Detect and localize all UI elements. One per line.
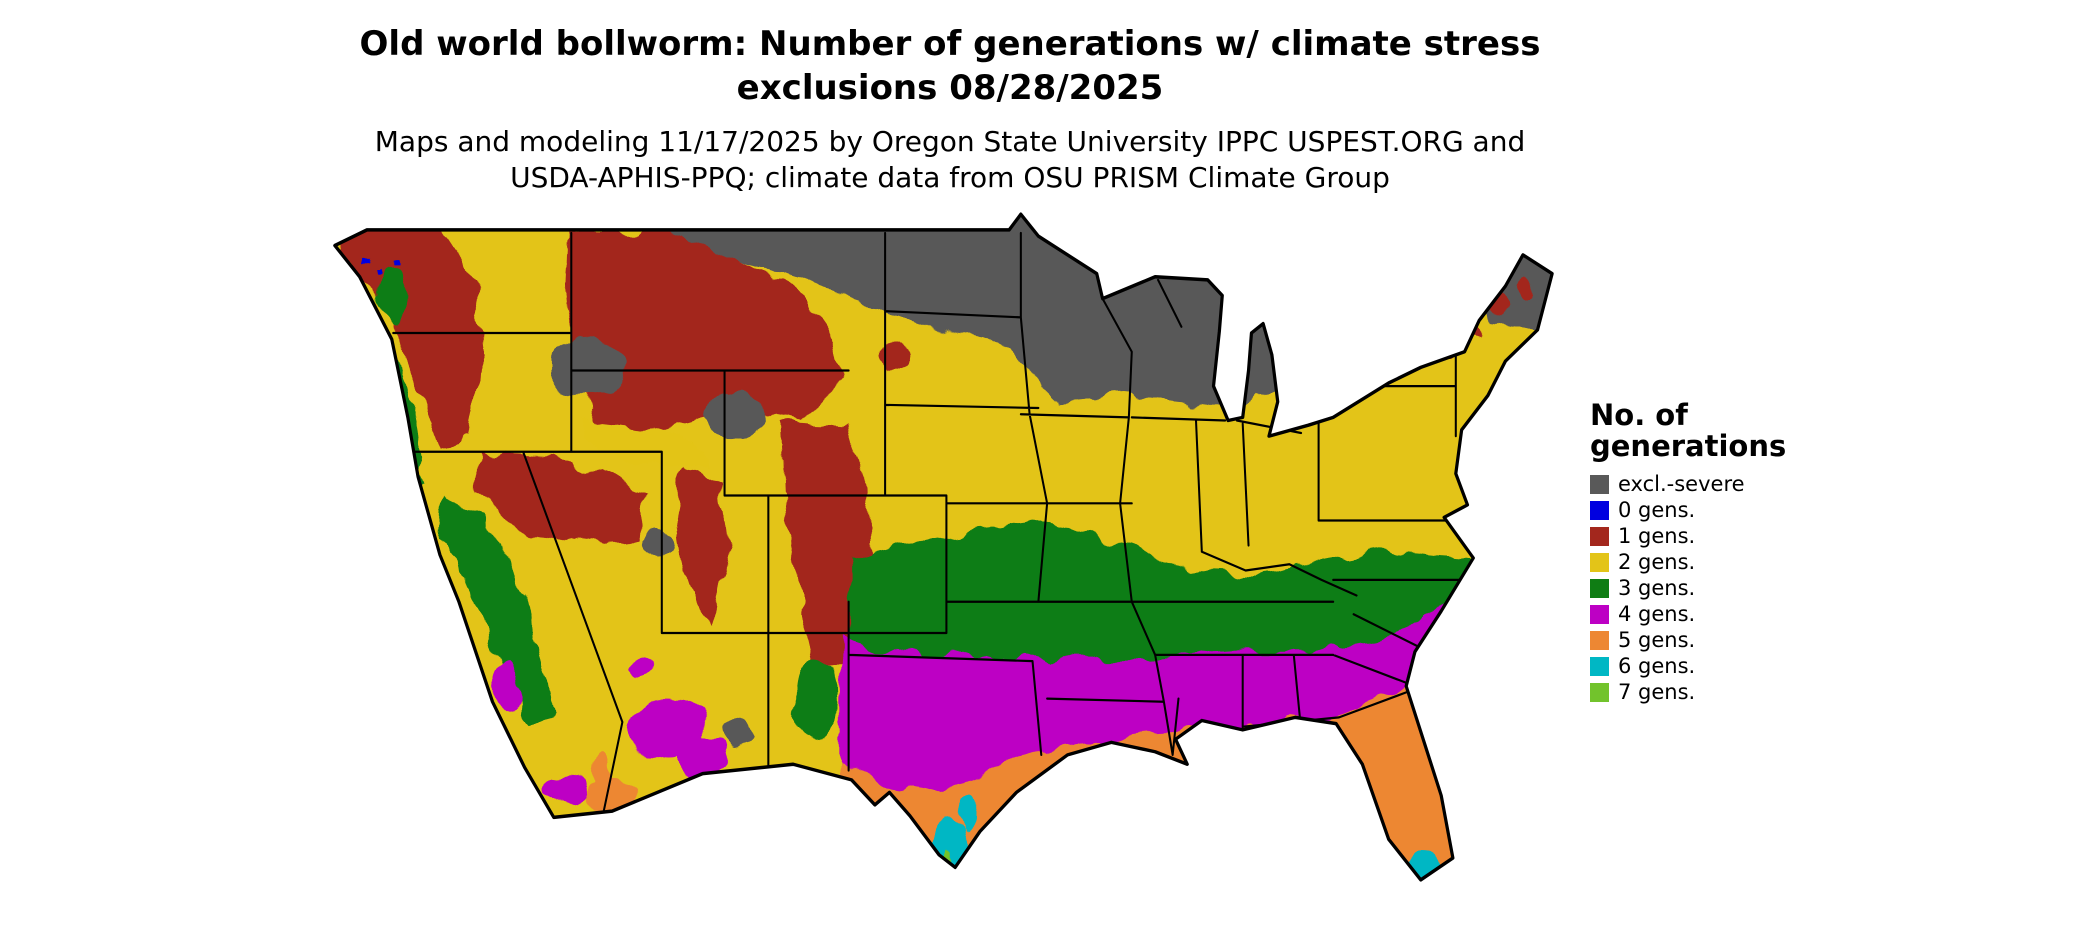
page-subtitle-line1: Maps and modeling 11/17/2025 by Oregon S…	[374, 125, 1526, 158]
legend-item: 0 gens.	[1590, 500, 1830, 521]
legend-swatch	[1590, 501, 1609, 520]
legend-title: No. of generations	[1590, 400, 1830, 462]
page-title-line1: Old world bollworm: Number of generation…	[359, 24, 1541, 64]
legend: No. of generations excl.-severe 0 gens. …	[1590, 400, 1830, 708]
legend-item-label: 4 gens.	[1618, 602, 1696, 626]
page-subtitle: Maps and modeling 11/17/2025 by Oregon S…	[0, 124, 1900, 196]
page-title-line2: exclusions 08/28/2025	[736, 68, 1164, 108]
legend-title-line1: No. of	[1590, 398, 1688, 432]
legend-item: 7 gens.	[1590, 682, 1830, 703]
us-map-svg	[333, 212, 1554, 882]
legend-item-label: 3 gens.	[1618, 576, 1696, 600]
legend-item: excl.-severe	[1590, 474, 1830, 495]
legend-item: 4 gens.	[1590, 604, 1830, 625]
legend-swatch	[1590, 605, 1609, 624]
legend-item-label: 5 gens.	[1618, 628, 1696, 652]
legend-swatch	[1590, 475, 1609, 494]
legend-item: 1 gens.	[1590, 526, 1830, 547]
map-teal-6gens	[931, 798, 1440, 879]
legend-swatch	[1590, 683, 1609, 702]
legend-swatch	[1590, 527, 1609, 546]
legend-item-label: excl.-severe	[1618, 472, 1745, 496]
page-subtitle-line2: USDA-APHIS-PPQ; climate data from OSU PR…	[510, 161, 1390, 194]
legend-item-label: 6 gens.	[1618, 654, 1696, 678]
legend-swatch	[1590, 657, 1609, 676]
legend-swatch	[1590, 579, 1609, 598]
map-ltgreen-7gens	[944, 851, 1421, 879]
legend-item-label: 0 gens.	[1618, 498, 1696, 522]
legend-item: 5 gens.	[1590, 630, 1830, 651]
legend-item: 3 gens.	[1590, 578, 1830, 599]
us-outline	[333, 212, 1554, 882]
legend-swatch	[1590, 631, 1609, 650]
legend-swatch	[1590, 553, 1609, 572]
legend-item: 6 gens.	[1590, 656, 1830, 677]
legend-item-label: 2 gens.	[1618, 550, 1696, 574]
legend-item: 2 gens.	[1590, 552, 1830, 573]
map-gray-west-pockets	[550, 339, 764, 746]
legend-item-label: 7 gens.	[1618, 680, 1696, 704]
legend-title-line2: generations	[1590, 429, 1787, 463]
map-yellow-snake-plain	[580, 417, 709, 468]
page-title: Old world bollworm: Number of generation…	[0, 22, 1900, 110]
state-borders	[392, 231, 1475, 814]
us-generations-map	[221, 183, 1593, 933]
legend-item-label: 1 gens.	[1618, 524, 1696, 548]
